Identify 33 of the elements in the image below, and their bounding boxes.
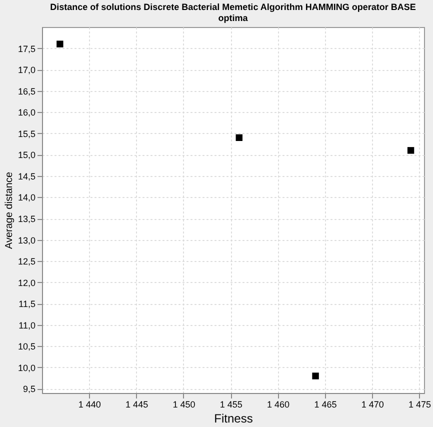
x-tick-label: 1 460	[267, 400, 290, 410]
y-tick-label: 12,5	[18, 256, 36, 267]
point	[56, 40, 64, 48]
x-tick-label: 1 450	[172, 400, 196, 410]
text: optima	[218, 13, 248, 23]
y-tick-label: 12,0	[18, 278, 36, 288]
y-tick-label: 13,5	[18, 214, 36, 224]
x-tick-label: 1 455	[220, 400, 242, 410]
x-tick-label: 1 470	[361, 400, 384, 410]
y-tick-label: 16,0	[18, 108, 36, 118]
point	[407, 147, 414, 154]
y-axis-title: Average distance	[4, 172, 15, 250]
y-tick-label: 14,0	[18, 192, 36, 203]
y-tick-label: 13,0	[18, 235, 36, 246]
x-tick-label: 1 465	[314, 400, 337, 410]
y-tick-label: 15,5	[18, 128, 36, 139]
x-tick-label: 1 445	[126, 400, 148, 410]
y-tick-label: 10,0	[18, 362, 36, 373]
x-tick-label: 1 440	[78, 400, 101, 410]
y-tick-label: 14,5	[18, 171, 36, 182]
point	[236, 134, 242, 142]
y-tick-label: 11,0	[18, 320, 36, 330]
point	[312, 372, 319, 380]
y-tick-label: 17,5	[18, 44, 36, 54]
y-tick-label: 9,5	[22, 384, 36, 394]
y-tick-label: 11,5	[18, 299, 36, 310]
text: Distance of solutions Discrete Bacterial Memetic Algorithm HAMMING operator BASE	[50, 2, 416, 12]
x-axis-title: Fitness	[214, 412, 253, 426]
y-tick-label: 17,0	[18, 65, 36, 76]
y-tick-label: 16,5	[18, 86, 36, 96]
y-tick-label: 15,0	[18, 150, 36, 160]
x-tick-label: 1 475	[408, 400, 432, 410]
y-tick-label: 10,5	[18, 342, 36, 352]
